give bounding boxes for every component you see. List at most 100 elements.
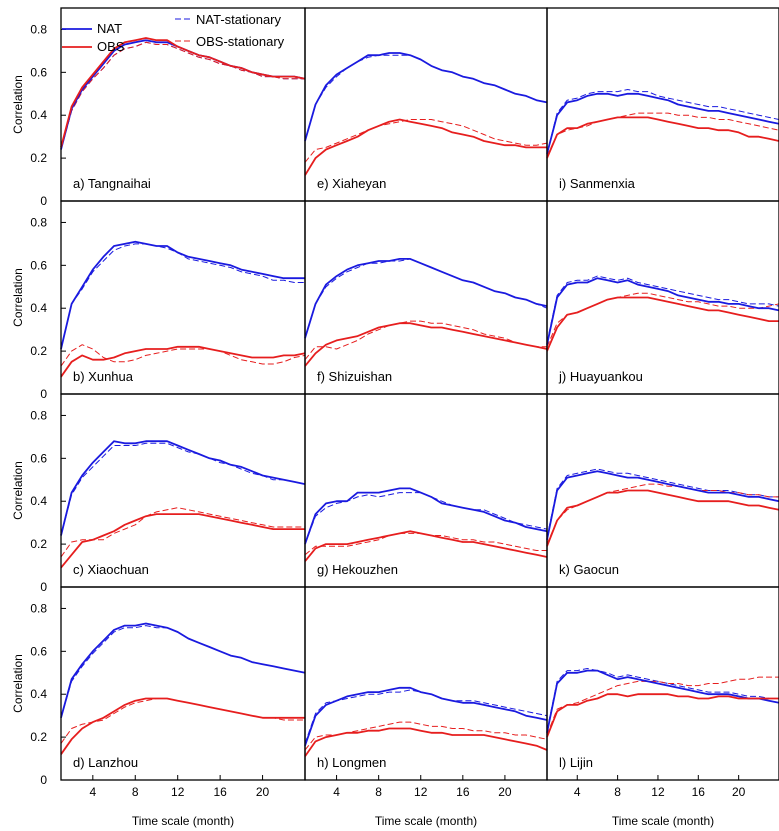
series-nat-stationary-line: [546, 89, 779, 154]
legend-item-nat-stationary: NAT-stationary: [175, 12, 282, 27]
y-tick-label: 0.8: [30, 408, 47, 422]
legend-label: OBS-stationary: [196, 34, 285, 49]
series-obs-stationary-line: [304, 320, 547, 361]
series-obs-stationary-line: [60, 41, 305, 150]
x-tick-label: 4: [574, 785, 581, 799]
panel-label: d) Lanzhou: [73, 755, 138, 770]
panel-frame: [304, 200, 548, 395]
x-tick-label: 12: [651, 785, 665, 799]
panel-frame: [546, 7, 779, 202]
panel-label: f) Shizuishan: [317, 369, 392, 384]
x-tick-label: 20: [732, 785, 746, 799]
y-tick-label: 0: [40, 773, 47, 787]
y-axis-label: Correlation: [11, 654, 25, 713]
series-obs-stationary-line: [60, 344, 306, 367]
series-nat-line: [546, 277, 779, 345]
x-tick-label: 4: [89, 785, 96, 799]
x-axis-label: Time scale (month): [132, 814, 234, 828]
legend-item-obs: OBS: [62, 39, 125, 54]
panel-label: h) Longmen: [317, 755, 386, 770]
legend: NAT OBS NAT-stationary OBS-stationary: [62, 12, 285, 54]
y-tick-label: 0.6: [30, 644, 47, 658]
series-obs-line: [60, 345, 306, 378]
panel-frame: [60, 200, 306, 395]
x-tick-label: 16: [456, 785, 470, 799]
panel-2: 0 0.2 0.4 0.6 0.8 Correlation b) Xunhua: [11, 200, 306, 401]
series-nat-line: [304, 487, 548, 545]
panel-frame: [546, 586, 779, 781]
x-tick-label: 8: [614, 785, 621, 799]
panel-frame: [304, 393, 548, 588]
panel-frame: [304, 7, 548, 202]
y-tick-label: 0.8: [30, 601, 47, 615]
series-nat-stationary-line: [60, 625, 306, 718]
panel-frame: [60, 393, 306, 588]
panel-9: i) Sanmenxia: [546, 7, 779, 202]
series-obs-line: [546, 693, 779, 738]
series-obs-line: [60, 697, 305, 755]
series-nat-line: [546, 669, 779, 733]
y-tick-label: 0.4: [30, 108, 47, 122]
series-obs-line: [60, 37, 306, 148]
y-tick-label: 0.4: [30, 687, 47, 701]
panel-label: g) Hekouzhen: [317, 562, 398, 577]
series-nat-line: [60, 622, 306, 719]
panel-6: f) Shizuishan: [304, 200, 548, 395]
x-tick-label: 8: [132, 785, 139, 799]
series-obs-line: [546, 116, 779, 159]
y-tick-label: 0.6: [30, 65, 47, 79]
y-tick-label: 0.2: [30, 151, 47, 165]
legend-item-nat: NAT: [62, 21, 122, 36]
series-obs-stationary-line: [60, 507, 305, 558]
panel-label: k) Gaocun: [559, 562, 619, 577]
series-obs-line: [546, 296, 779, 352]
y-tick-label: 0.8: [30, 215, 47, 229]
series-obs-stationary-line: [304, 119, 548, 163]
series-obs-stationary-line: [546, 483, 779, 545]
series-obs-line: [546, 489, 779, 547]
panel-label: j) Huayuankou: [558, 369, 643, 384]
series-nat-stationary-line: [60, 243, 305, 350]
x-tick-label: 20: [498, 785, 512, 799]
panel-label: i) Sanmenxia: [559, 176, 636, 191]
panel-10: j) Huayuankou: [546, 200, 779, 395]
y-tick-label: 0: [40, 194, 47, 208]
y-tick-label: 0.2: [30, 344, 47, 358]
x-axis-label: Time scale (month): [375, 814, 477, 828]
panel-label: l) Lijin: [559, 755, 593, 770]
panel-4: 0 0.2 0.4 0.6 0.8 Correlation 4 8 12 16 20 Time sca…: [11, 586, 306, 828]
x-tick-label: 8: [375, 785, 382, 799]
panel-frame: [60, 586, 306, 781]
series-obs-line: [304, 530, 548, 562]
series-obs-stationary-line: [304, 721, 548, 751]
legend-label: NAT-stationary: [196, 12, 282, 27]
series-nat-line: [60, 440, 306, 536]
x-tick-label: 16: [692, 785, 706, 799]
x-tick-label: 4: [333, 785, 340, 799]
series-nat-line: [304, 686, 548, 746]
panel-12: 4 8 12 16 20 Time scale (month) l) Lijin: [546, 586, 779, 828]
series-nat-line: [60, 39, 306, 150]
panel-11: k) Gaocun: [546, 393, 779, 588]
panel-label: b) Xunhua: [73, 369, 134, 384]
legend-label: OBS: [97, 39, 125, 54]
legend-label: NAT: [97, 21, 122, 36]
y-tick-label: 0.2: [30, 730, 47, 744]
panel-frame: [546, 393, 779, 588]
series-nat-line: [60, 240, 305, 350]
y-tick-label: 0.6: [30, 258, 47, 272]
series-nat-line: [304, 52, 548, 142]
series-obs-line: [60, 513, 305, 569]
panel-8: 4 8 12 16 20 Time scale (month) h) Longmen: [304, 586, 548, 828]
y-axis-label: Correlation: [11, 268, 25, 327]
panel-label: a) Tangnaihai: [73, 176, 151, 191]
series-nat-stationary-line: [304, 54, 548, 142]
series-nat-stationary-line: [60, 41, 305, 150]
legend-item-obs-stationary: OBS-stationary: [175, 34, 285, 49]
series-nat-stationary-line: [546, 275, 779, 343]
panel-5: e) Xiaheyan: [304, 7, 548, 202]
x-axis-label: Time scale (month): [612, 814, 714, 828]
x-tick-label: 12: [414, 785, 428, 799]
series-obs-line: [304, 322, 548, 367]
